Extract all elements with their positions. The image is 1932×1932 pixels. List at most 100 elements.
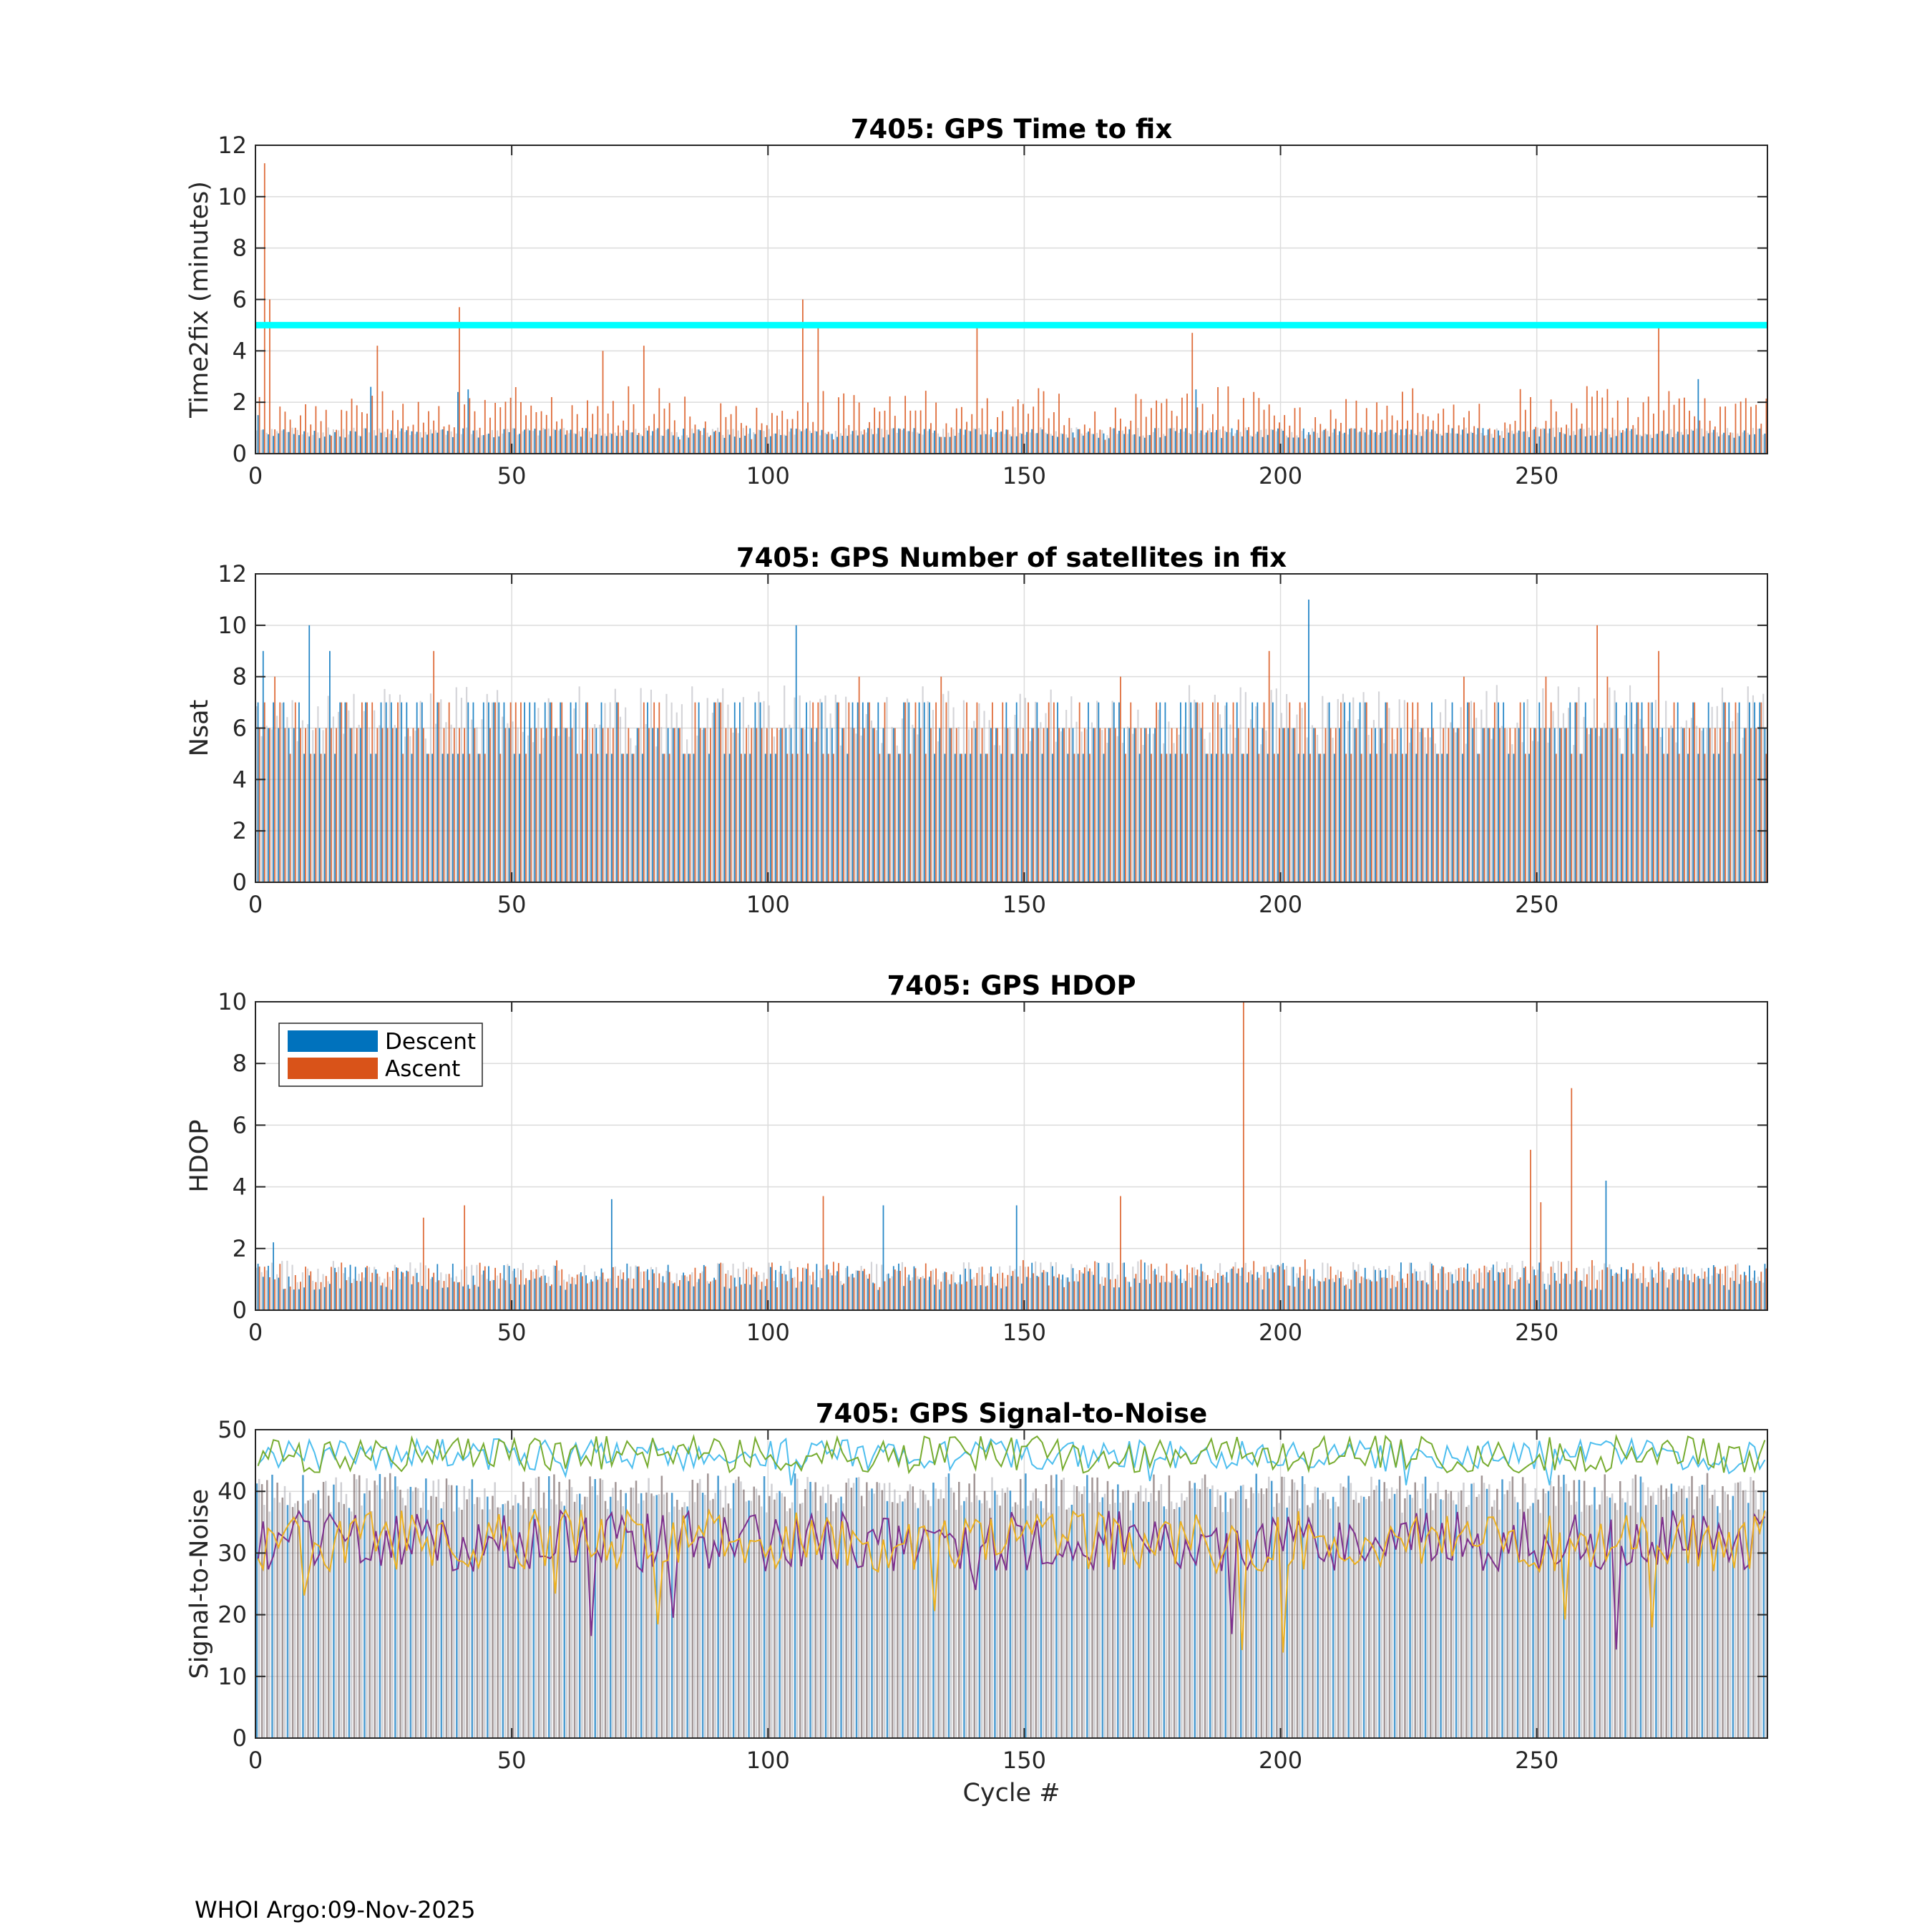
bar-ascent xyxy=(694,702,696,882)
bar-descent xyxy=(1159,437,1161,454)
bar-gray xyxy=(1680,1280,1682,1310)
bar-descent xyxy=(1662,431,1664,454)
bar-snr-gray xyxy=(899,1494,901,1738)
bar-gray xyxy=(942,1273,945,1310)
bar-ascent xyxy=(597,406,599,454)
bar-descent xyxy=(1430,1263,1433,1310)
bar-gray xyxy=(1537,1269,1539,1310)
bar-snr xyxy=(1527,1508,1529,1738)
bar-descent xyxy=(431,433,434,454)
bar-ascent xyxy=(1658,1262,1659,1310)
bar-snr-gray xyxy=(786,1511,789,1738)
bar-gray xyxy=(1357,1264,1360,1310)
bar-ascent xyxy=(1232,436,1234,454)
bar-ascent xyxy=(525,753,527,882)
bar-ascent xyxy=(1724,1266,1727,1310)
bar-snr-gray xyxy=(427,1510,429,1738)
bar-gray xyxy=(680,704,683,882)
bar-ascent xyxy=(1719,406,1721,454)
bar-snr-gray xyxy=(540,1508,542,1738)
bar-snr xyxy=(1537,1499,1539,1738)
bar-descent xyxy=(585,1275,587,1310)
bar-descent xyxy=(1308,599,1309,882)
bar-gray xyxy=(1408,434,1411,454)
bar-descent xyxy=(923,702,925,882)
bar-descent xyxy=(1010,436,1013,454)
bar-ascent xyxy=(899,753,901,882)
bar-snr-gray xyxy=(411,1491,414,1738)
bar-snr-gray xyxy=(760,1506,763,1738)
bar-descent xyxy=(482,702,484,882)
bar-gray xyxy=(1659,736,1662,882)
bar-gray xyxy=(819,698,821,882)
bar-gray xyxy=(552,1265,555,1310)
bar-gray xyxy=(1383,432,1385,454)
bar-descent xyxy=(836,436,838,454)
bar-gray xyxy=(1111,701,1113,882)
bar-ascent xyxy=(514,1277,517,1310)
bar-descent xyxy=(1631,429,1633,454)
bar-snr-gray xyxy=(1098,1502,1101,1738)
bar-ascent xyxy=(1360,427,1362,454)
bar-ascent xyxy=(1463,1267,1465,1310)
bar-gray xyxy=(291,1264,293,1310)
bar-descent xyxy=(1370,753,1371,882)
bar-snr xyxy=(1327,1499,1330,1738)
bar-gray xyxy=(1183,726,1185,882)
bar-descent xyxy=(1323,753,1325,882)
bar-descent xyxy=(544,429,546,454)
bar-gray xyxy=(1598,1271,1601,1310)
bar-descent xyxy=(960,1274,961,1310)
bar-descent xyxy=(529,1279,531,1310)
bar-gray xyxy=(547,1277,550,1310)
bar-descent xyxy=(1692,1282,1694,1310)
bar-descent xyxy=(1513,753,1515,882)
bar-gray xyxy=(1414,433,1416,454)
bar-snr-gray xyxy=(1683,1485,1685,1738)
bar-ascent xyxy=(1365,702,1367,882)
bar-ascent xyxy=(1596,625,1598,882)
bar-ascent xyxy=(1191,1267,1194,1310)
bar-descent xyxy=(1579,1279,1581,1310)
bar-gray xyxy=(1547,433,1549,454)
bar-gray xyxy=(1470,1269,1473,1310)
bar-ascent xyxy=(914,1268,917,1310)
bar-ascent xyxy=(1094,411,1096,454)
bar-gray xyxy=(742,1262,744,1310)
bar-snr-gray xyxy=(1586,1505,1588,1738)
bar-descent xyxy=(877,1289,879,1310)
bar-snr-gray xyxy=(776,1493,778,1738)
bar-gray xyxy=(1306,1269,1308,1310)
bar-ascent xyxy=(1273,753,1275,882)
bar-snr xyxy=(1204,1474,1206,1738)
bar-gray xyxy=(1142,1279,1144,1310)
bar-descent xyxy=(1523,1267,1525,1310)
bar-snr xyxy=(978,1500,981,1738)
bar-ascent xyxy=(715,1279,716,1310)
bar-descent xyxy=(1641,702,1643,882)
bar-ascent xyxy=(653,1273,655,1310)
bar-snr xyxy=(399,1489,401,1738)
bar-descent xyxy=(1692,702,1694,882)
bar-descent xyxy=(318,438,321,454)
bar-descent xyxy=(447,431,449,454)
bar-ascent xyxy=(438,1280,440,1310)
bar-snr-gray xyxy=(919,1488,922,1738)
bar-descent xyxy=(1292,437,1294,454)
bar-ascent xyxy=(361,1272,363,1310)
bar-gray xyxy=(1188,685,1191,882)
bar-ascent xyxy=(930,728,932,882)
bar-ascent xyxy=(658,702,660,882)
bar-snr-gray xyxy=(704,1495,706,1738)
bar-gray xyxy=(568,433,570,454)
bar-ascent xyxy=(576,753,578,882)
bar-gray xyxy=(337,430,340,454)
bar-gray xyxy=(819,435,821,454)
bar-ascent xyxy=(1222,1274,1224,1310)
bar-gray xyxy=(855,733,857,882)
bar-gray xyxy=(1173,427,1175,454)
bar-snr-gray xyxy=(1406,1489,1408,1738)
plot-area xyxy=(255,1002,1767,1310)
bar-snr xyxy=(1532,1503,1534,1738)
